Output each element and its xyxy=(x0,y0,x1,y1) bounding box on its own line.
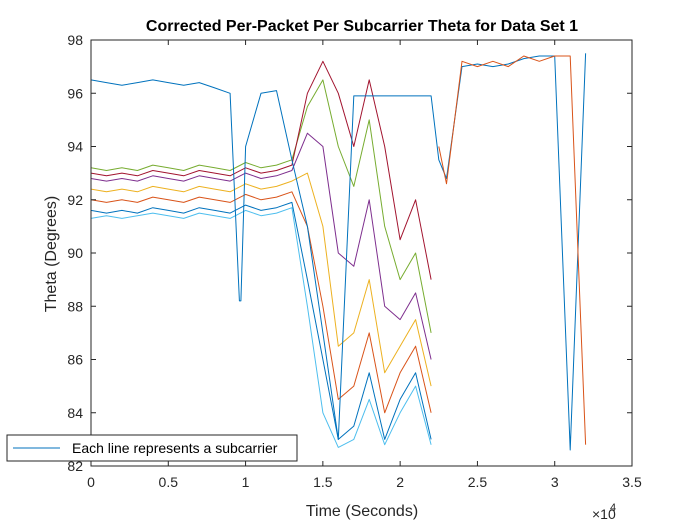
series-line-0 xyxy=(90,201,432,440)
series-lines xyxy=(90,53,587,451)
series-line-6 xyxy=(90,60,432,280)
x-tick-label-5: 2.5 xyxy=(468,474,488,490)
x-exponent-power: 4 xyxy=(610,502,616,514)
y-tick-label-1: 84 xyxy=(67,405,83,421)
series-line-2 xyxy=(90,172,432,387)
x-tick-label-4: 2 xyxy=(396,474,404,490)
x-tick-label-2: 1 xyxy=(242,474,250,490)
series-line-4 xyxy=(90,79,432,333)
y-tick-label-7: 96 xyxy=(67,85,83,101)
y-axis-label: Theta (Degrees) xyxy=(43,196,60,313)
y-tick-label-5: 92 xyxy=(67,192,83,208)
legend-entry: Each line represents a subcarrier xyxy=(72,440,278,456)
plot-background xyxy=(91,40,632,466)
y-tick-label-0: 82 xyxy=(67,458,83,474)
series-line-3 xyxy=(90,132,432,360)
legend[interactable]: Each line represents a subcarrier xyxy=(6,434,298,462)
y-tick-label-3: 88 xyxy=(67,298,83,314)
x-axis-exponent: ×10 4 xyxy=(592,502,616,522)
series-line-7 xyxy=(90,53,587,451)
series-line-1 xyxy=(90,191,432,414)
series-line-8 xyxy=(438,55,587,445)
series-line-5 xyxy=(90,207,432,448)
y-tick-label-8: 98 xyxy=(67,32,83,48)
tick-labels: 0 0.5 1 1.5 2 2.5 3 3.5 82 84 86 88 90 92 94 96 98 xyxy=(67,32,642,490)
y-tick-label-2: 86 xyxy=(67,352,83,368)
axes xyxy=(90,39,633,467)
y-tick-label-6: 94 xyxy=(67,139,83,155)
x-tick-label-7: 3.5 xyxy=(622,474,642,490)
y-tick-label-4: 90 xyxy=(67,245,83,261)
x-exponent-base: ×10 xyxy=(592,506,616,522)
x-tick-label-6: 3 xyxy=(551,474,559,490)
x-axis-label: Time (Seconds) xyxy=(306,503,418,520)
plot-area xyxy=(91,40,632,466)
x-tick-label-1: 0.5 xyxy=(159,474,179,490)
x-tick-label-0: 0 xyxy=(87,474,95,490)
chart-title: Corrected Per-Packet Per Subcarrier Thet… xyxy=(146,18,578,35)
x-tick-label-3: 1.5 xyxy=(313,474,333,490)
